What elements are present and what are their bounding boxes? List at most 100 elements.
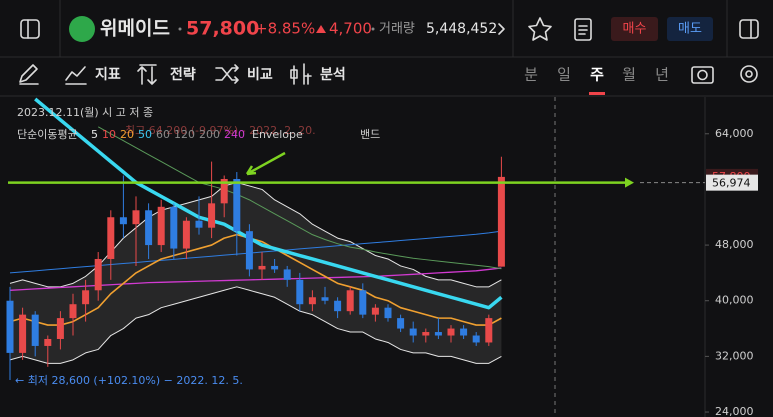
volume-label: 거래량	[379, 22, 415, 37]
y-tick-label: 40,000	[715, 294, 754, 307]
ma-period: 20	[120, 128, 134, 141]
ma-period: 60	[156, 128, 170, 141]
favorite-button[interactable]	[528, 17, 552, 41]
candle-body	[170, 206, 178, 249]
period-tab[interactable]: 년	[655, 66, 669, 84]
active-tab-indicator	[589, 92, 605, 95]
up-arrow	[316, 25, 326, 33]
band-label: 밴드	[360, 128, 380, 141]
candle-body	[145, 210, 153, 246]
sidebar-toggle[interactable]	[20, 19, 40, 39]
y-tick-label: 48,000	[715, 238, 754, 251]
buy-button[interactable]	[611, 17, 658, 41]
candle-body	[82, 290, 90, 305]
draw-button[interactable]	[19, 64, 39, 85]
ma-period: 240	[224, 128, 245, 141]
candle-body	[195, 220, 203, 228]
dot	[371, 27, 375, 31]
indicator-label: 단순이동평균	[17, 128, 78, 141]
low-note: ← 최저 28,600 (+102.10%) − 2022. 12. 5.	[15, 374, 243, 387]
candle-body	[308, 297, 316, 305]
envelope-upper	[9, 181, 502, 288]
period-tab[interactable]: 주	[590, 66, 604, 84]
candle-body	[485, 318, 493, 343]
envelope-label: Envelope	[252, 128, 303, 141]
period-tab[interactable]: 일	[557, 66, 571, 84]
moving-average-line	[97, 126, 502, 270]
candle-body	[409, 328, 417, 336]
candle-body	[44, 338, 52, 346]
ma-period: 10	[102, 128, 116, 141]
change: 4,700	[329, 20, 372, 38]
buy-label[interactable]: 매수	[623, 22, 647, 37]
candle-body	[334, 300, 342, 312]
candle-body	[384, 307, 392, 319]
dot	[178, 27, 182, 31]
candle-body	[258, 265, 266, 270]
candle-body	[371, 307, 379, 315]
settings-button[interactable]	[740, 65, 758, 83]
candle-body	[233, 178, 241, 232]
candle-body	[397, 318, 405, 329]
candle-body	[119, 217, 127, 225]
moving-average-line	[34, 97, 503, 310]
band-area	[10, 182, 502, 364]
candle-body	[220, 178, 228, 204]
candle-body	[107, 217, 115, 259]
candle-body	[283, 269, 291, 280]
candle-body	[94, 258, 102, 291]
y-tick-label: 24,000	[715, 405, 754, 417]
candle-body	[56, 318, 64, 339]
sell-button[interactable]	[667, 17, 713, 41]
price: 57,800	[186, 18, 259, 40]
candle-body	[447, 328, 455, 336]
indicator-icon	[65, 66, 87, 85]
candle-body	[69, 304, 77, 319]
candle-body	[422, 332, 430, 336]
tool-button[interactable]: 분석	[320, 67, 346, 83]
more-arrow[interactable]	[498, 23, 505, 35]
candle-body	[182, 220, 190, 249]
candle-body	[208, 203, 216, 228]
panel-toggle[interactable]	[739, 19, 759, 39]
candle-body	[296, 279, 304, 305]
tool-button[interactable]: 전략	[170, 66, 196, 83]
memo-button[interactable]	[574, 18, 592, 41]
compare-icon	[215, 64, 239, 84]
period-tab[interactable]: 월	[622, 66, 636, 84]
candle-body	[497, 176, 505, 267]
tool-button[interactable]: 지표	[95, 67, 121, 83]
candle-body	[157, 206, 165, 246]
annotation-arrow	[245, 151, 286, 176]
marker-tag	[706, 174, 758, 191]
period-tab[interactable]: 분	[524, 66, 538, 84]
ma-period: 50	[138, 128, 152, 141]
info-line: 2023.12.11(월) 시 고 저 종	[17, 106, 153, 119]
tool-button[interactable]: 비교	[247, 67, 273, 83]
stock-name[interactable]: 위메이드	[100, 18, 170, 40]
candle-body	[31, 314, 39, 346]
moving-average-line	[9, 267, 502, 291]
candle-body	[245, 231, 253, 270]
candle-body	[19, 314, 27, 353]
change-pct: +8.85%	[255, 20, 315, 38]
sell-label[interactable]: 매도	[678, 22, 702, 37]
screenshot-button[interactable]	[691, 66, 714, 84]
candle-body	[321, 297, 329, 301]
ma-period: 200	[199, 128, 220, 141]
candle-body	[359, 290, 367, 315]
analysis-icon	[290, 63, 312, 85]
moving-average-line	[9, 230, 502, 274]
candle-body	[271, 265, 279, 270]
high-note: 최고 64,200 (-9.97%) - 2022. 2. 20.	[125, 124, 316, 137]
candle-body	[460, 328, 468, 336]
stock-logo	[69, 16, 95, 42]
marker-label: 56,974	[712, 177, 751, 190]
candle-body	[6, 300, 14, 353]
candle-body	[132, 210, 140, 225]
ma-period: 5	[91, 128, 98, 141]
marker-arrow	[625, 177, 634, 188]
envelope-lower	[9, 286, 502, 364]
